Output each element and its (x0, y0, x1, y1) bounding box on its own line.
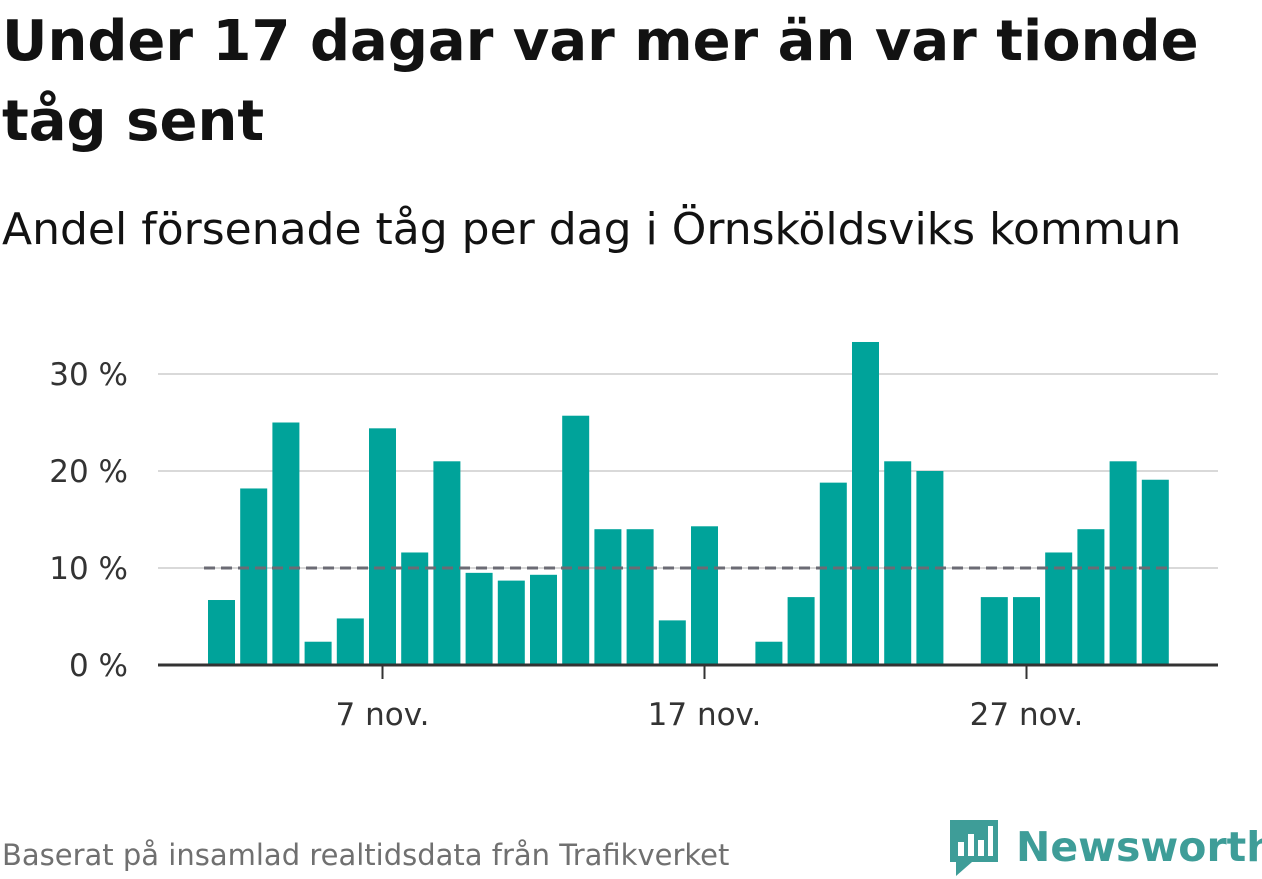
bar: 8 nov. (401, 552, 429, 665)
chart-title: Under 17 dagar var mer än var tionde tåg… (2, 9, 1199, 154)
bar: 14 nov. (594, 529, 622, 665)
grid-lines (158, 373, 1218, 569)
bar: 22 nov. (852, 341, 879, 665)
bar: 30 nov. (1109, 461, 1137, 665)
bar: 9 nov. (433, 461, 461, 665)
chart-subtitle: Andel försenade tåg per dag i Örnsköldsv… (2, 204, 1182, 255)
bar: 15 nov. (626, 529, 654, 665)
bar: 26 nov. (980, 597, 1008, 665)
y-tick-label: 0 % (69, 648, 128, 684)
bar: 12 nov. (530, 574, 557, 665)
bar: 20 nov. (787, 597, 815, 665)
bar: 11 nov. (497, 580, 525, 665)
bar: 2 nov. (208, 600, 235, 665)
bar: 16 nov. (658, 620, 686, 665)
axes: 0 % 10 % 20 % 30 % 7 nov. 17 nov. 27 nov. (49, 357, 1218, 733)
bar: 4 nov. (272, 422, 300, 665)
bar: 28 nov. (1045, 552, 1073, 665)
bar: 17 nov. (691, 526, 718, 665)
bar: 7 nov. (369, 428, 396, 665)
bar: 13 nov. (562, 415, 590, 665)
y-tick-label: 30 % (49, 357, 128, 393)
y-tick-label: 20 % (49, 454, 128, 490)
bar: 10 nov. (465, 572, 493, 665)
x-tick-label: 7 nov. (336, 697, 430, 733)
bar: 19 nov. (755, 641, 783, 665)
y-tick-label: 10 % (49, 551, 128, 587)
bar: 5 nov. (304, 641, 332, 665)
brand-name: Newsworthy (1016, 823, 1262, 871)
x-tick-label: 17 nov. (648, 697, 762, 733)
bar: 23 nov. (884, 461, 912, 665)
newsworthy-logo-icon (950, 820, 998, 876)
bar: 29 nov. (1077, 529, 1105, 665)
bar: 21 nov. (819, 482, 847, 665)
bar: 1 dec. (1141, 479, 1169, 665)
bar: 6 nov. (336, 618, 364, 665)
bar: 3 nov. (240, 488, 268, 665)
bar: 27 nov. (1013, 597, 1040, 665)
bar-chart: 2 nov.3 nov.4 nov.5 nov.6 nov.7 nov.8 no… (49, 341, 1218, 733)
x-tick-label: 27 nov. (970, 697, 1084, 733)
source-note: Baserat på insamlad realtidsdata från Tr… (2, 838, 730, 872)
bars: 2 nov.3 nov.4 nov.5 nov.6 nov.7 nov.8 no… (208, 341, 1169, 665)
brand-logo[interactable]: Newsworthy (948, 816, 1262, 878)
